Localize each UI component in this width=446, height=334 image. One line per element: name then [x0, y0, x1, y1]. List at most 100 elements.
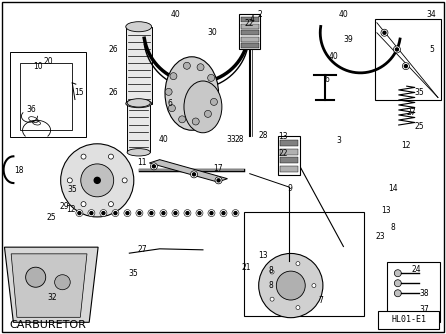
Text: 15: 15 — [74, 89, 84, 97]
Text: 38: 38 — [420, 289, 429, 298]
Circle shape — [394, 270, 401, 277]
Ellipse shape — [184, 81, 222, 133]
Circle shape — [61, 144, 134, 217]
Circle shape — [186, 212, 189, 214]
Bar — [241, 30, 259, 35]
Circle shape — [100, 210, 107, 216]
Circle shape — [76, 210, 83, 216]
Circle shape — [222, 212, 225, 214]
Circle shape — [193, 173, 195, 176]
Circle shape — [402, 63, 409, 69]
Polygon shape — [11, 254, 87, 317]
Bar — [127, 103, 150, 152]
Bar — [241, 24, 259, 29]
Circle shape — [88, 210, 95, 216]
Text: 8: 8 — [268, 281, 273, 290]
Text: 20: 20 — [43, 57, 53, 66]
Text: 37: 37 — [420, 306, 429, 314]
Text: 7: 7 — [319, 296, 323, 305]
Circle shape — [383, 31, 386, 34]
Text: 28: 28 — [258, 131, 268, 140]
Bar — [278, 136, 300, 175]
Text: 23: 23 — [375, 232, 385, 241]
Ellipse shape — [127, 149, 150, 156]
Circle shape — [122, 178, 127, 183]
Text: 26: 26 — [108, 45, 118, 54]
Text: 27: 27 — [406, 109, 416, 117]
Circle shape — [259, 254, 323, 318]
Circle shape — [394, 290, 401, 297]
Bar — [126, 27, 152, 104]
Text: 39: 39 — [344, 35, 354, 44]
Circle shape — [94, 177, 100, 183]
Bar — [378, 311, 439, 329]
Text: 14: 14 — [388, 184, 398, 193]
Text: 10: 10 — [33, 62, 43, 70]
Text: 6: 6 — [167, 99, 172, 108]
Circle shape — [296, 306, 300, 310]
Circle shape — [160, 210, 167, 216]
Circle shape — [381, 29, 388, 36]
Circle shape — [108, 154, 113, 159]
Circle shape — [192, 118, 199, 125]
Text: 12: 12 — [401, 141, 411, 150]
Ellipse shape — [25, 267, 46, 287]
Circle shape — [165, 89, 172, 96]
Circle shape — [169, 105, 175, 112]
Text: 17: 17 — [213, 164, 223, 173]
Circle shape — [196, 210, 203, 216]
Text: 40: 40 — [171, 10, 181, 18]
Circle shape — [296, 262, 300, 266]
Bar — [375, 19, 441, 100]
Text: 35: 35 — [67, 185, 77, 194]
Text: 8: 8 — [268, 266, 273, 275]
Circle shape — [204, 110, 211, 117]
Circle shape — [190, 171, 198, 178]
Text: 13: 13 — [258, 251, 268, 260]
Circle shape — [217, 179, 220, 182]
Text: 25: 25 — [414, 123, 424, 131]
Circle shape — [114, 212, 117, 214]
Text: 28: 28 — [234, 135, 244, 144]
Circle shape — [150, 163, 157, 170]
Bar — [280, 140, 298, 146]
Text: 8: 8 — [391, 223, 396, 231]
Circle shape — [234, 212, 237, 214]
Text: 11: 11 — [137, 159, 147, 167]
Circle shape — [183, 62, 190, 69]
Ellipse shape — [126, 100, 152, 108]
Text: 36: 36 — [26, 105, 36, 114]
Circle shape — [124, 210, 131, 216]
Ellipse shape — [165, 57, 219, 130]
Circle shape — [138, 212, 141, 214]
Text: 25: 25 — [46, 213, 56, 221]
Circle shape — [174, 212, 177, 214]
Bar — [244, 212, 364, 316]
Bar — [280, 149, 298, 155]
Circle shape — [312, 284, 316, 288]
Circle shape — [270, 270, 274, 274]
Bar — [241, 37, 259, 42]
Circle shape — [220, 210, 227, 216]
Text: 40: 40 — [329, 52, 339, 60]
Text: 21: 21 — [242, 263, 252, 272]
Polygon shape — [4, 247, 98, 322]
Circle shape — [211, 99, 218, 106]
Text: 4: 4 — [250, 15, 254, 24]
Circle shape — [396, 48, 398, 51]
Text: 2: 2 — [257, 10, 262, 18]
Circle shape — [197, 64, 204, 71]
Circle shape — [215, 177, 222, 184]
Text: 18: 18 — [14, 166, 24, 175]
Bar — [241, 17, 259, 22]
Text: 22: 22 — [278, 149, 288, 158]
Bar — [10, 52, 86, 137]
Text: 24: 24 — [412, 266, 421, 274]
Bar — [20, 63, 72, 130]
Text: 5: 5 — [429, 45, 434, 54]
Circle shape — [90, 212, 93, 214]
Text: 35: 35 — [414, 89, 424, 97]
Circle shape — [208, 74, 215, 81]
Ellipse shape — [127, 99, 150, 107]
Circle shape — [405, 65, 407, 67]
